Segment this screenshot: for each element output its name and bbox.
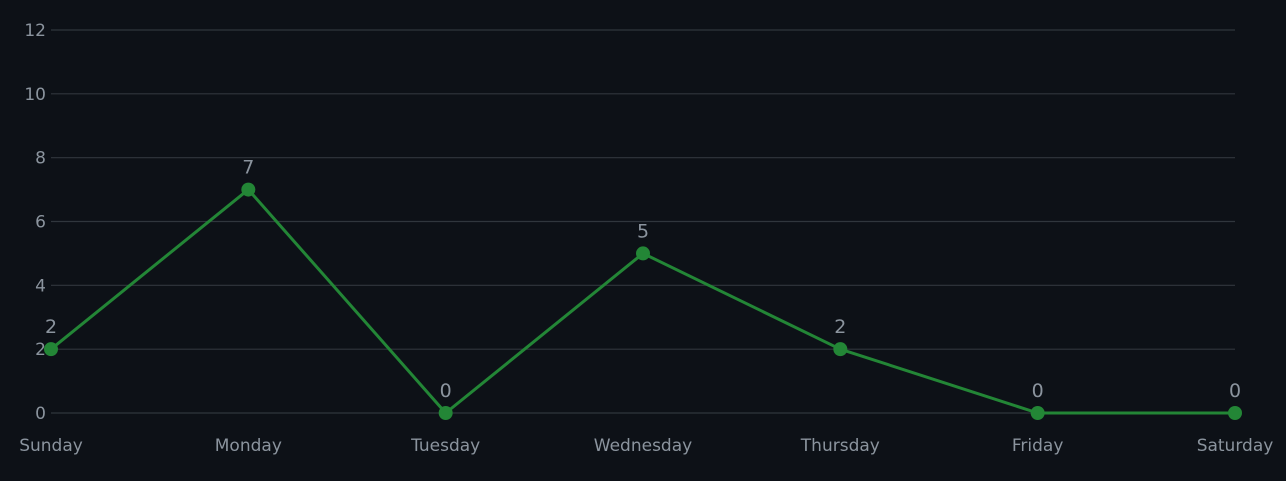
data-label: 2 xyxy=(45,316,57,338)
y-tick-label: 0 xyxy=(35,404,46,424)
data-point[interactable] xyxy=(44,342,58,357)
data-label: 2 xyxy=(834,316,846,338)
y-tick-label: 8 xyxy=(35,149,46,169)
data-point[interactable] xyxy=(438,406,453,420)
data-point[interactable] xyxy=(1228,406,1242,420)
x-tick-label: Friday xyxy=(1012,436,1064,456)
data-point[interactable] xyxy=(636,246,650,261)
grid-lines xyxy=(51,29,1235,414)
y-tick-label: 4 xyxy=(35,276,46,296)
y-axis-ticks: 0 2 4 6 8 10 12 xyxy=(24,21,46,424)
y-tick-label: 12 xyxy=(24,21,46,41)
x-axis-ticks: Sunday Monday Tuesday Wednesday Thursday Frid… xyxy=(19,436,1273,456)
data-label: 0 xyxy=(440,380,452,402)
data-point[interactable] xyxy=(833,342,848,357)
data-point[interactable] xyxy=(241,182,256,197)
x-tick-label: Saturday xyxy=(1197,436,1274,456)
x-tick-label: Thursday xyxy=(800,436,880,456)
data-label: 7 xyxy=(242,157,254,179)
y-tick-label: 6 xyxy=(35,213,46,233)
y-tick-label: 2 xyxy=(35,340,46,360)
x-tick-label: Wednesday xyxy=(594,436,692,456)
series-points-layer xyxy=(44,182,1242,420)
y-tick-label: 10 xyxy=(24,85,46,105)
data-labels-layer: 2 7 0 5 2 0 0 xyxy=(45,157,1241,402)
data-label: 0 xyxy=(1229,380,1241,402)
x-tick-label: Sunday xyxy=(19,436,83,456)
data-point[interactable] xyxy=(1030,406,1045,420)
data-label: 5 xyxy=(637,220,649,242)
x-tick-label: Tuesday xyxy=(410,436,480,456)
data-label: 0 xyxy=(1032,380,1044,402)
x-tick-label: Monday xyxy=(215,436,282,456)
